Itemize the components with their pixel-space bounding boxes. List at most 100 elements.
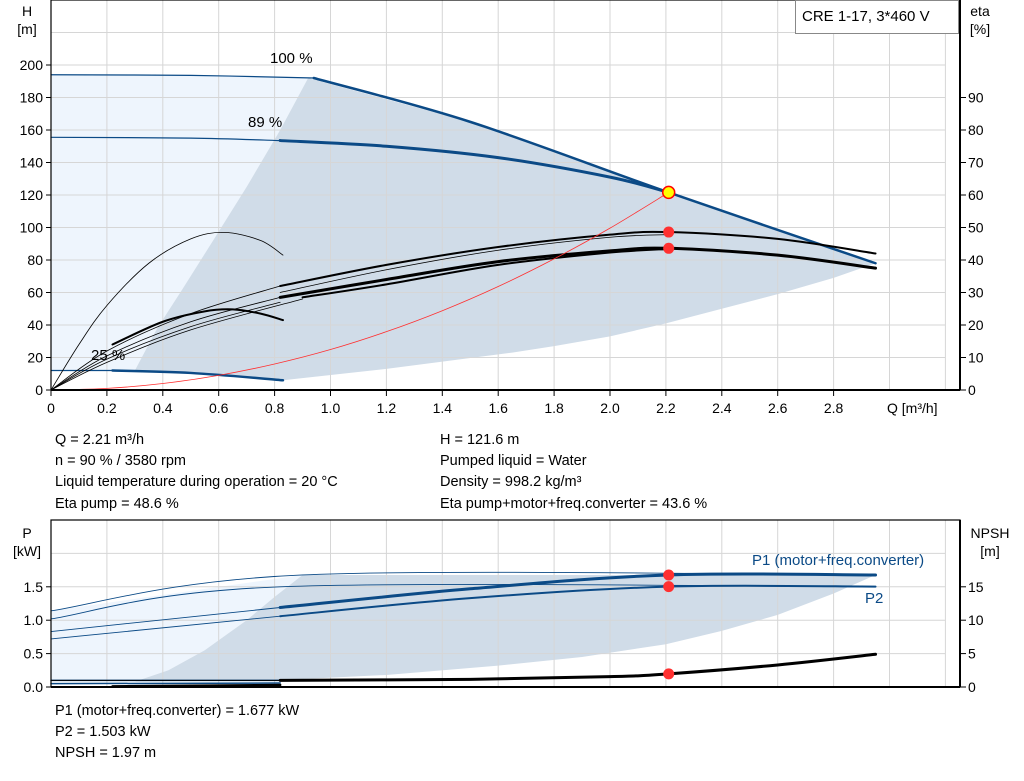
- h-100-thin-curve: [50, 74, 315, 79]
- x-tick-label: 0.4: [153, 400, 173, 416]
- readout-npsh: NPSH = 1.97 m: [55, 745, 157, 761]
- p-axis-label-line1: P: [22, 525, 31, 541]
- eta-pump-thin-curve: [279, 234, 670, 293]
- curve-label-89: 89 %: [248, 114, 282, 131]
- x-tick-label: 1.8: [544, 400, 564, 416]
- y2-tick-label: 10: [968, 612, 984, 628]
- x-tick-label: 2.8: [824, 400, 844, 416]
- y-tick-label: 60: [27, 285, 43, 301]
- y2-tick-label: 0: [968, 679, 976, 695]
- y2-axis-label-line1: eta: [970, 3, 990, 19]
- x-tick-label: 1.4: [433, 400, 453, 416]
- x-tick-label: 0.6: [209, 400, 229, 416]
- y2-tick-label: 20: [968, 317, 984, 333]
- y-axis-label-line1: H: [22, 3, 32, 19]
- y-tick-label: 1.5: [24, 579, 44, 595]
- p1-curve: [278, 572, 878, 610]
- legend-box: CRE 1-17, 3*460 V: [795, 0, 959, 34]
- y-tick-label: 0.0: [24, 679, 44, 695]
- npsh-curve: [278, 652, 878, 682]
- y-tick-label: 180: [20, 90, 44, 106]
- y-tick-label: 160: [20, 122, 44, 138]
- curve-label-25: 25 %: [91, 347, 125, 364]
- eta-thin-1-curve: [50, 285, 281, 391]
- p2-point-marker: [663, 581, 675, 593]
- curve-label-100: 100 %: [270, 50, 313, 67]
- readout-density: Density = 998.2 kg/m³: [440, 474, 582, 490]
- y2-tick-label: 60: [968, 187, 984, 203]
- x-tick-label: 0.2: [97, 400, 117, 416]
- y2-tick-label: 80: [968, 122, 984, 138]
- power-npsh-plot: 0.0 0.5 1.0 1.5 0 5 10 15: [24, 519, 984, 695]
- y2-tick-label: 50: [968, 220, 984, 236]
- readout-liquid: Pumped liquid = Water: [440, 453, 587, 469]
- readout-p1: P1 (motor+freq.converter) = 1.677 kW: [55, 703, 300, 719]
- y-tick-label: 140: [20, 155, 44, 171]
- y2-tick-label: 90: [968, 90, 984, 106]
- x-tick-label: 2.6: [768, 400, 788, 416]
- npsh-axis-label-line1: NPSH: [971, 525, 1010, 541]
- p-axis-label-line2: [kW]: [13, 543, 41, 559]
- p1-low-thin-curve: [50, 607, 281, 633]
- y2-axis-label-line2: [%]: [970, 21, 990, 37]
- y2-tick-label: 40: [968, 252, 984, 268]
- y-tick-label: 0: [35, 382, 43, 398]
- operating-range-area: [134, 78, 876, 381]
- x-tick-label: 0: [47, 400, 55, 416]
- readout-eta-total: Eta pump+motor+freq.converter = 43.6 %: [440, 496, 708, 512]
- x-tick-label: 0.8: [265, 400, 285, 416]
- eta-thin-4-curve: [50, 298, 303, 391]
- y2-tick-label: 10: [968, 350, 984, 366]
- operating-range-area: [134, 574, 876, 682]
- eta-thin-3-curve: [50, 301, 281, 391]
- y-tick-label: 100: [20, 220, 44, 236]
- npsh-axis-label-line2: [m]: [980, 543, 999, 559]
- eta-arc-thin-curve: [50, 231, 284, 391]
- readout-head: H = 121.6 m: [440, 432, 520, 448]
- p2-curve: [279, 584, 877, 618]
- h-100-curve: [312, 76, 877, 265]
- y2-tick-label: 0: [968, 382, 976, 398]
- y-axis-label-line2: [m]: [17, 21, 36, 37]
- y-tick-label: 1.0: [24, 612, 44, 628]
- y-tick-label: 0.5: [24, 646, 44, 662]
- x-axis-label: Q [m³/h]: [887, 400, 938, 416]
- eta-total-curve: [278, 246, 878, 299]
- eta-pump-curve: [279, 230, 877, 287]
- x-tick-label: 2.0: [600, 400, 620, 416]
- readout-p2: P2 = 1.503 kW: [55, 724, 151, 740]
- y-tick-label: 200: [20, 57, 44, 73]
- h-89-thin-curve: [50, 136, 281, 142]
- p2-low-thin-curve: [50, 615, 281, 640]
- series-label-p2: P2: [865, 590, 883, 607]
- p1-point-marker: [663, 569, 675, 581]
- y-tick-label: 80: [27, 252, 43, 268]
- series-label-p1: P1 (motor+freq.converter): [752, 552, 924, 569]
- eta-thin-2-curve: [50, 296, 281, 391]
- y-tick-label: 40: [27, 317, 43, 333]
- readout-speed: n = 90 % / 3580 rpm: [55, 453, 186, 469]
- npsh-point-marker: [663, 668, 675, 680]
- readout-eta-pump: Eta pump = 48.6 %: [55, 496, 179, 512]
- eta-total-point-marker: [663, 242, 675, 254]
- y2-tick-label: 15: [968, 579, 984, 595]
- x-tick-label: 2.4: [712, 400, 732, 416]
- y2-tick-label: 5: [968, 646, 976, 662]
- y2-tick-label: 30: [968, 285, 984, 301]
- head-efficiency-plot: 0 20 40 60 80 100 120 140 160 180 200 0 10 20 30 40 50 60…: [20, 0, 984, 416]
- extended-range-area: [51, 74, 309, 371]
- y-tick-label: 120: [20, 187, 44, 203]
- eta-arc-curve: [111, 308, 284, 346]
- x-tick-label: 1.2: [377, 400, 397, 416]
- x-tick-label: 2.2: [656, 400, 676, 416]
- extended-range-area: [51, 574, 303, 682]
- readout-temperature: Liquid temperature during operation = 20…: [55, 474, 338, 490]
- readout-flow: Q = 2.21 m³/h: [55, 432, 145, 448]
- system-curve-curve: [50, 192, 670, 391]
- eta-pump-point-marker: [663, 226, 675, 238]
- h-89-curve: [278, 139, 671, 194]
- h-25-curve: [111, 369, 285, 382]
- p-low-2-curve: [50, 682, 281, 685]
- y2-tick-label: 70: [968, 155, 984, 171]
